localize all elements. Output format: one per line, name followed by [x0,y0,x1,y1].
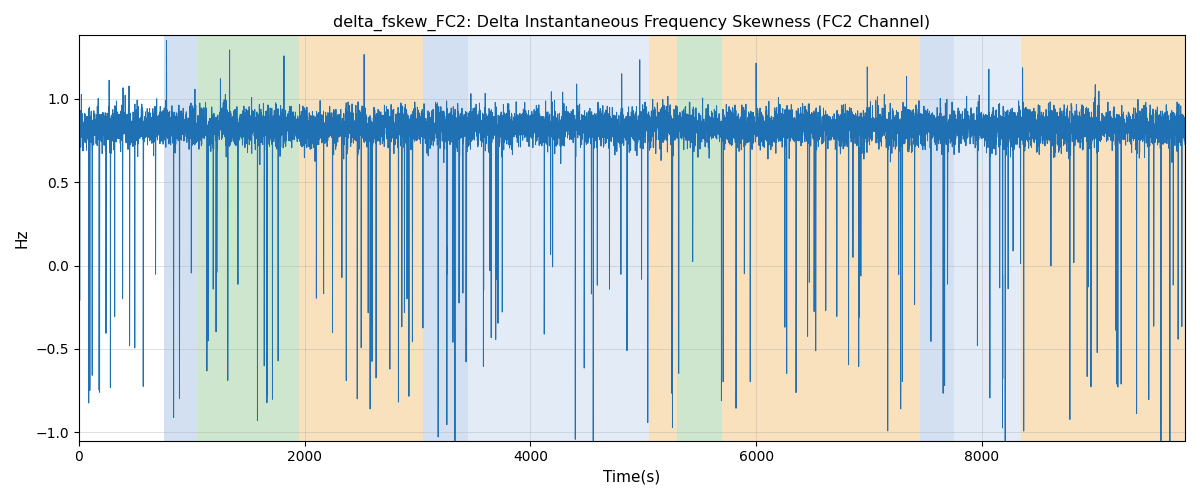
Bar [954,36,1021,440]
X-axis label: Time(s): Time(s) [604,470,660,485]
Bar [299,36,424,440]
Bar [163,36,198,440]
Bar [919,36,954,440]
Bar [198,36,299,440]
Bar [1021,36,1186,440]
Bar [677,36,722,440]
Y-axis label: Hz: Hz [14,228,30,248]
Bar [649,36,677,440]
Bar [722,36,919,440]
Bar [468,36,649,440]
Bar [424,36,468,440]
Title: delta_fskew_FC2: Delta Instantaneous Frequency Skewness (FC2 Channel): delta_fskew_FC2: Delta Instantaneous Fre… [334,15,930,31]
